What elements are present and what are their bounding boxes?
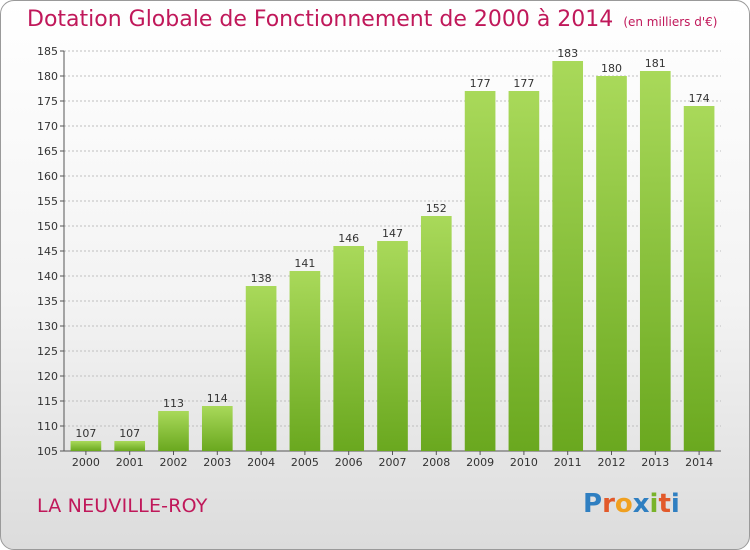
bar <box>201 406 233 451</box>
y-tick-label: 185 <box>37 45 58 58</box>
y-tick-label: 135 <box>37 295 58 308</box>
bar <box>420 216 452 451</box>
logo-letter: t <box>658 489 671 519</box>
bar <box>289 271 321 451</box>
data-label: 181 <box>645 57 666 70</box>
bar <box>508 91 540 451</box>
data-label: 183 <box>557 47 578 60</box>
data-label: 174 <box>689 92 710 105</box>
bar-layer <box>70 61 715 451</box>
x-tick-label: 2008 <box>422 456 450 469</box>
y-tick-label: 175 <box>37 95 58 108</box>
logo-letter: r <box>602 489 615 519</box>
data-label: 177 <box>513 77 534 90</box>
data-label: 146 <box>338 232 359 245</box>
bar <box>70 441 102 451</box>
y-tick-label: 170 <box>37 120 58 133</box>
y-tick-label: 115 <box>37 395 58 408</box>
logo-letter: i <box>649 489 659 519</box>
x-tick-label: 2014 <box>685 456 713 469</box>
data-label: 147 <box>382 227 403 240</box>
x-tick-label: 2002 <box>160 456 188 469</box>
logo-letter: x <box>632 489 650 519</box>
bar <box>552 61 584 451</box>
bar <box>377 241 408 451</box>
y-tick-label: 165 <box>37 145 58 158</box>
bar <box>639 71 671 451</box>
label-layer: 107 107 113 114 138 141 146 147 152 177 177 183 180 1… <box>75 47 709 440</box>
x-tick-label: 2012 <box>598 456 626 469</box>
proxiti-logo: Proxiti <box>583 489 680 519</box>
place-name: LA NEUVILLE-ROY <box>37 495 208 517</box>
x-tick-label: 2013 <box>641 456 669 469</box>
y-tick-label: 155 <box>37 195 58 208</box>
data-label: 177 <box>470 77 491 90</box>
bar <box>333 246 365 451</box>
logo-letter: o <box>614 489 633 519</box>
data-label: 114 <box>207 392 228 405</box>
axis-layer: 105 110 115 120 125 130 135 140 145 150 155 160 165 1… <box>37 45 721 469</box>
bar <box>158 411 189 451</box>
data-label: 113 <box>163 397 184 410</box>
x-tick-label: 2011 <box>554 456 582 469</box>
bar <box>245 286 277 451</box>
data-label: 180 <box>601 62 622 75</box>
data-label: 138 <box>251 272 272 285</box>
x-tick-label: 2006 <box>335 456 363 469</box>
y-tick-label: 160 <box>37 170 58 183</box>
y-tick-label: 110 <box>37 420 58 433</box>
data-label: 141 <box>294 257 315 270</box>
y-tick-label: 105 <box>37 445 58 458</box>
title-text: Dotation Globale de Fonctionnement de 20… <box>27 7 614 32</box>
logo-letter: P <box>583 489 603 519</box>
y-tick-label: 130 <box>37 320 58 333</box>
data-label: 152 <box>426 202 447 215</box>
bar <box>683 106 715 451</box>
y-tick-label: 120 <box>37 370 58 383</box>
y-tick-label: 140 <box>37 270 58 283</box>
x-tick-label: 2003 <box>203 456 231 469</box>
y-tick-label: 125 <box>37 345 58 358</box>
chart-title: Dotation Globale de Fonctionnement de 20… <box>27 7 717 32</box>
x-tick-label: 2005 <box>291 456 319 469</box>
y-tick-label: 145 <box>37 245 58 258</box>
x-tick-label: 2004 <box>247 456 275 469</box>
bar <box>464 91 496 451</box>
logo-letter: i <box>670 489 680 519</box>
y-tick-label: 150 <box>37 220 58 233</box>
data-label: 107 <box>119 427 140 440</box>
x-tick-label: 2007 <box>379 456 407 469</box>
data-label: 107 <box>75 427 96 440</box>
unit-note: (en milliers d'€) <box>623 15 718 29</box>
x-tick-label: 2000 <box>72 456 100 469</box>
x-tick-label: 2009 <box>466 456 494 469</box>
bar <box>596 76 627 451</box>
x-tick-label: 2010 <box>510 456 538 469</box>
bar <box>114 441 146 451</box>
y-tick-label: 180 <box>37 70 58 83</box>
x-tick-label: 2001 <box>116 456 144 469</box>
